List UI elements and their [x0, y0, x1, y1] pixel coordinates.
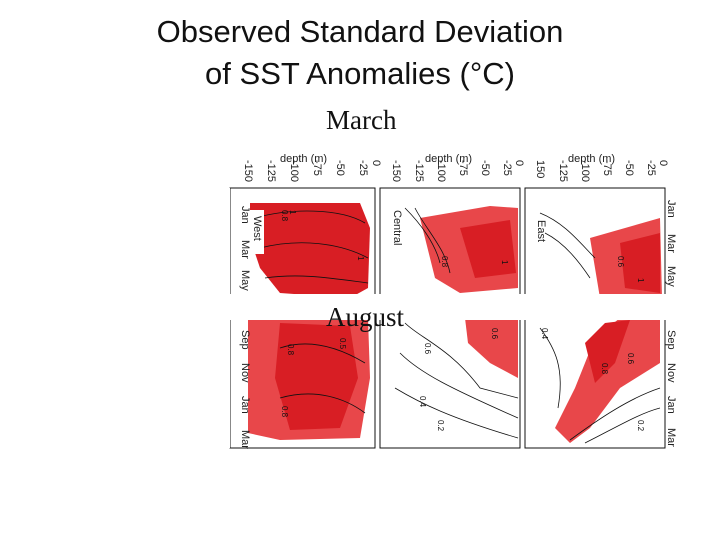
contour-label: 0.6 — [626, 353, 635, 365]
depth-tick: -25 — [357, 160, 369, 176]
depth-axis-label: depth (m) — [425, 153, 472, 165]
label-march: March — [326, 105, 397, 135]
month-label: Mar — [239, 240, 251, 259]
label-august: August — [326, 302, 405, 332]
depth-tick: -125 — [413, 160, 425, 182]
contour-label: 0.4 — [418, 396, 427, 408]
month-label: Nov — [239, 363, 251, 383]
depth-tick: -75 — [311, 160, 323, 176]
month-label: May — [665, 266, 677, 287]
depth-tick: -50 — [334, 160, 346, 176]
month-label: Jan — [665, 200, 677, 218]
depth-tick: -75 — [457, 160, 469, 176]
month-label: Jan — [665, 396, 677, 414]
depth-tick: -125 — [557, 160, 569, 182]
contour-label: 0.6 — [490, 328, 499, 340]
sst-figure: Jan Mar May Sep Nov Jan Mar West -150 -1… — [220, 153, 680, 449]
contour-label: 0.8 — [286, 344, 295, 356]
depth-tick: -100 — [435, 160, 447, 182]
depth-tick: -150 — [390, 160, 402, 182]
contour-label: 0.8 — [280, 210, 289, 222]
depth-axis-label: depth (m) — [568, 153, 615, 165]
contour-label: 1 — [500, 260, 509, 265]
contour-label: 0.6 — [423, 343, 432, 355]
contour-label: 0.6 — [616, 256, 625, 268]
region-label-east: East — [535, 220, 547, 242]
depth-tick: -125 — [265, 160, 277, 182]
month-label: Nov — [665, 363, 677, 383]
depth-tick: -50 — [479, 160, 491, 176]
depth-tick: 0 — [657, 160, 669, 166]
slide-title-line1: Observed Standard Deviation — [156, 14, 564, 49]
contour-label: 0.8 — [440, 256, 449, 268]
month-label: Sep — [239, 330, 251, 350]
month-label: Mar — [239, 430, 251, 449]
contour-label: 0.8 — [280, 406, 289, 418]
depth-tick: -50 — [623, 160, 635, 176]
month-label: Jan — [239, 206, 251, 224]
month-label: Sep — [665, 330, 677, 350]
contour-label: 1 — [288, 210, 297, 215]
contour-label: 0.4 — [540, 328, 549, 340]
depth-tick: -25 — [645, 160, 657, 176]
contour-label: 0.2 — [436, 420, 445, 432]
contour-label: 0.8 — [600, 363, 609, 375]
depth-tick: -100 — [579, 160, 591, 182]
depth-tick: -150 — [242, 160, 254, 182]
month-label: Jan — [239, 396, 251, 414]
region-label-west: West — [251, 216, 263, 241]
depth-tick: -75 — [601, 160, 613, 176]
contour-label: 0.5 — [338, 338, 347, 350]
month-label: Mar — [665, 234, 677, 253]
depth-tick: 0 — [513, 160, 525, 166]
region-label-central: Central — [391, 210, 403, 245]
contour-label: 1 — [636, 278, 645, 283]
depth-tick: -25 — [501, 160, 513, 176]
depth-tick: 150 — [534, 160, 546, 178]
month-label: May — [239, 270, 251, 291]
figure-gap-band — [220, 294, 680, 320]
depth-tick: -100 — [288, 160, 300, 182]
slide-title-line2: of SST Anomalies (°C) — [205, 56, 515, 91]
contour-label: 0.2 — [636, 420, 645, 432]
depth-tick: 0 — [370, 160, 382, 166]
depth-axis-label: depth (m) — [280, 153, 327, 165]
month-label: Mar — [665, 428, 677, 447]
contour-label: 1 — [356, 256, 365, 261]
